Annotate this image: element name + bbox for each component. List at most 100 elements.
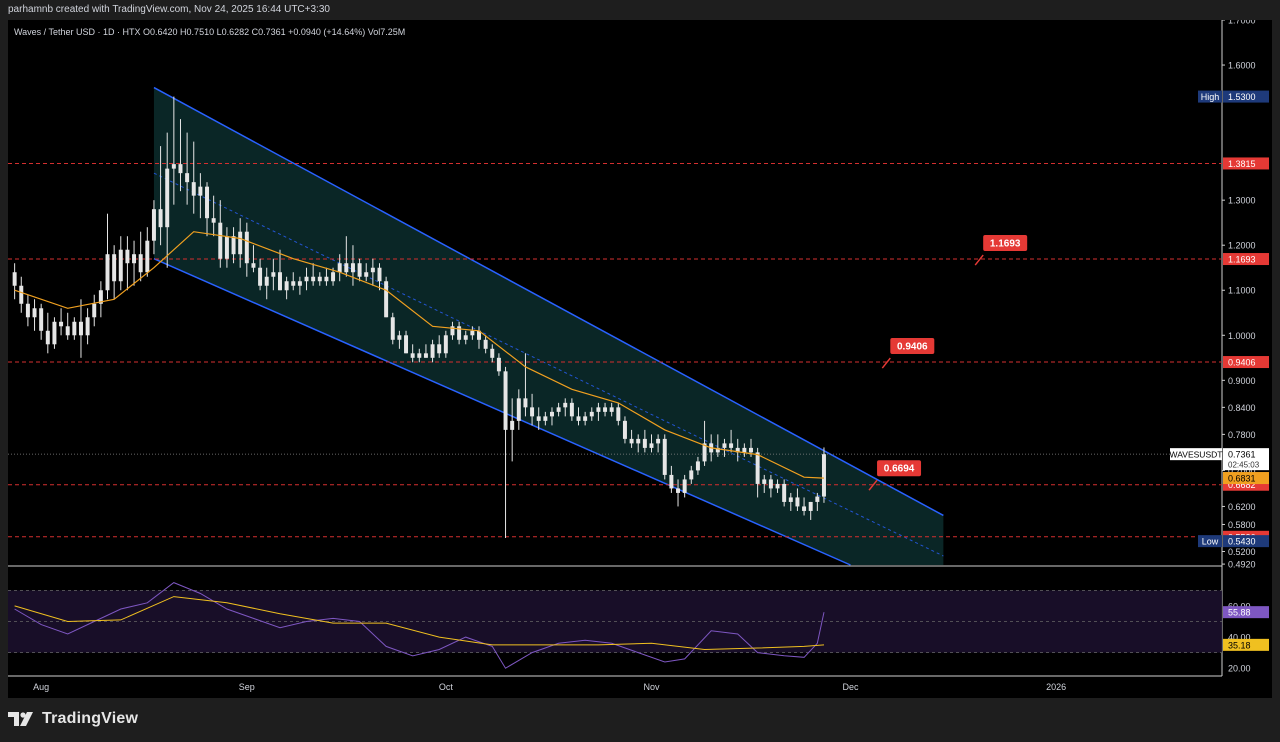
candle-body <box>483 339 488 349</box>
time-tick-label: 2026 <box>1046 682 1066 692</box>
candle <box>417 348 422 363</box>
price-tick-label: 1.1000 <box>1228 286 1256 296</box>
candle <box>656 434 661 453</box>
candle-body <box>350 263 355 273</box>
candle <box>477 326 481 349</box>
tradingview-logo[interactable]: TradingView <box>8 710 138 728</box>
candle-body <box>410 353 415 358</box>
candle-body <box>185 173 190 183</box>
candle-body <box>576 416 581 421</box>
candle-body <box>629 438 634 444</box>
candle <box>158 146 163 246</box>
candle-body <box>788 497 793 502</box>
chart-area[interactable]: 1.1693 0.9406 0.6694 1.7000 1.6000 1.3000 1.2… <box>8 16 1272 698</box>
candle-body <box>132 254 137 264</box>
candle <box>676 479 681 507</box>
price-tick-label: 1.3000 <box>1228 196 1256 206</box>
level-axis-badge: 1.3815 <box>1223 157 1269 170</box>
candle-body <box>364 272 369 277</box>
candle-body <box>616 407 621 421</box>
candle <box>795 488 800 511</box>
candle <box>755 447 760 498</box>
candle-body <box>695 461 700 471</box>
candle <box>543 411 548 426</box>
candle-body <box>12 272 17 286</box>
candle <box>735 438 740 462</box>
candle <box>802 497 807 516</box>
rsi-value-bg <box>1223 606 1269 619</box>
candle-body <box>85 317 90 336</box>
candle-body <box>516 398 521 421</box>
candle <box>722 438 727 457</box>
candle-body <box>19 285 24 304</box>
candle-body <box>549 411 554 417</box>
candle-body <box>324 276 329 282</box>
candle-body <box>258 267 263 286</box>
candle-body <box>32 308 37 318</box>
candle <box>410 344 415 363</box>
level-callout: 1.1693 <box>974 235 1028 266</box>
callout-pointer <box>881 357 891 369</box>
candle-body <box>702 443 707 462</box>
candle-body <box>622 420 627 439</box>
candle <box>569 398 574 421</box>
candle <box>291 272 296 291</box>
candle-body <box>782 483 787 502</box>
candle-body <box>457 326 462 340</box>
channel-fill <box>153 87 944 565</box>
candle-body <box>477 330 481 340</box>
high-tag-bg <box>1198 90 1222 103</box>
candle-body <box>311 276 316 282</box>
candle <box>583 411 588 426</box>
price-chart[interactable]: 1.1693 0.9406 0.6694 1.7000 1.6000 1.3000 1.2… <box>8 16 1272 698</box>
candle <box>715 434 720 457</box>
level-axis-badge-label: 0.9406 <box>1228 358 1256 368</box>
candle-body <box>52 321 57 345</box>
candle <box>603 402 608 417</box>
price-tick-label: 0.8400 <box>1228 403 1256 413</box>
candle <box>145 227 150 277</box>
candle-body <box>503 371 508 430</box>
candle-body <box>271 272 276 277</box>
candle <box>622 416 627 444</box>
candle <box>25 294 30 327</box>
last-price-value: 0.7361 <box>1228 450 1256 460</box>
candle <box>224 227 229 268</box>
candle-body <box>171 164 176 169</box>
candle-body <box>802 506 807 511</box>
level-axis-badge: 0.9406 <box>1223 356 1269 369</box>
low-value: 0.5430 <box>1228 537 1256 547</box>
candle <box>311 263 316 286</box>
candle-body <box>277 272 282 291</box>
candle <box>430 339 435 363</box>
time-tick-label: Aug <box>33 682 49 692</box>
candle <box>277 249 282 291</box>
candle <box>589 407 594 421</box>
candle-body <box>72 321 77 336</box>
candle-body <box>224 236 229 259</box>
candle <box>377 263 382 291</box>
callout-label: 1.1693 <box>990 239 1021 250</box>
candle-body <box>775 483 780 489</box>
candle <box>284 276 289 300</box>
level-axis-badge-label: 1.1693 <box>1228 255 1256 265</box>
candle-body <box>357 263 362 277</box>
callout-label: 0.6694 <box>884 464 915 475</box>
candle-body <box>510 420 515 430</box>
candle-body <box>762 479 767 484</box>
candle-body <box>105 254 110 291</box>
price-tick-label: 0.9000 <box>1228 376 1256 386</box>
level-axis-badge: 1.1693 <box>1223 253 1269 266</box>
candle <box>662 434 667 480</box>
candle <box>185 132 190 205</box>
price-tick-label: 0.7800 <box>1228 430 1256 440</box>
candle-body <box>65 326 70 336</box>
candle-body <box>198 186 203 196</box>
candle <box>404 330 409 354</box>
candle <box>72 317 77 340</box>
rsi-value-label: 55.88 <box>1228 608 1251 618</box>
candle <box>490 344 495 363</box>
rsi-tick-label: 40.00 <box>1228 633 1251 643</box>
candle <box>297 276 302 295</box>
